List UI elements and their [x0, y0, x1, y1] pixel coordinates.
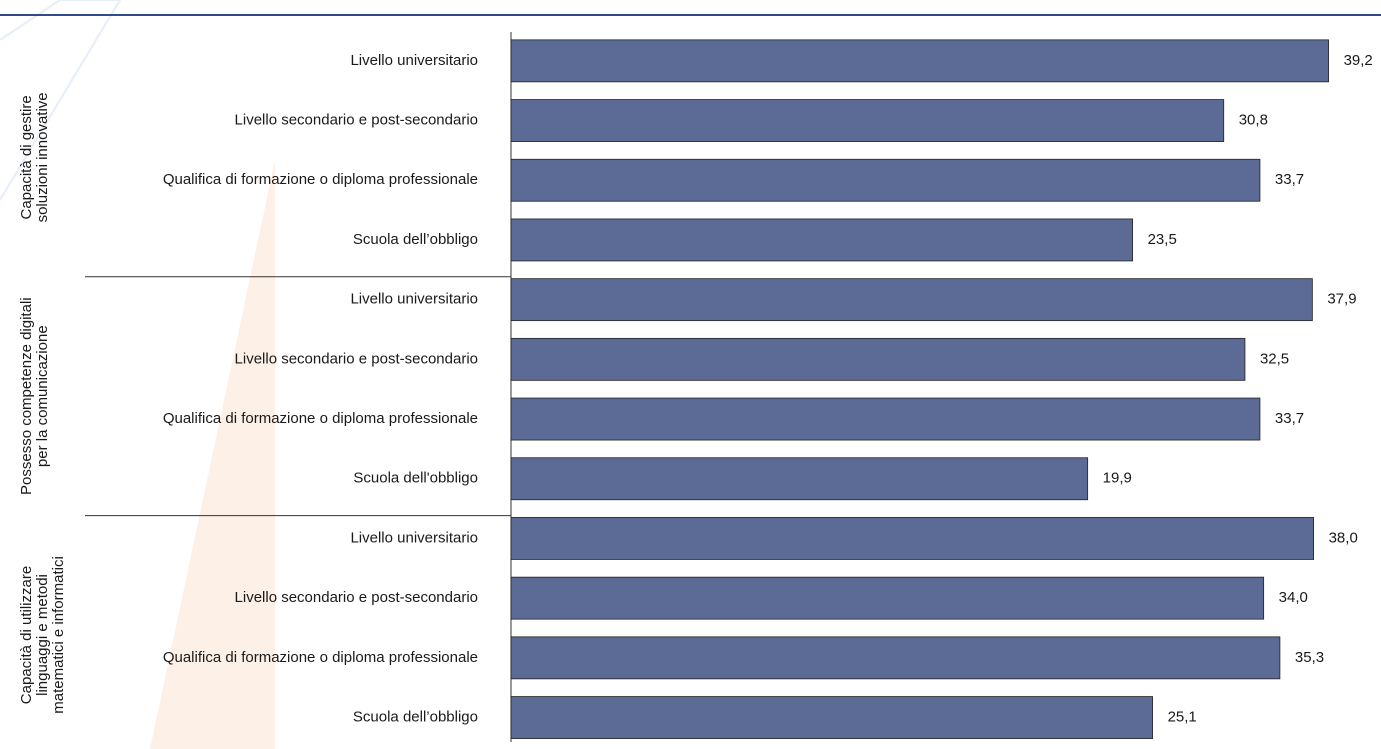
background-decoration [0, 0, 122, 201]
background-decoration [150, 160, 275, 749]
category-label: Scuola dell'obbligo [353, 470, 478, 487]
category-label: Livello universitario [350, 52, 478, 69]
category-label: Scuola dell’obbligo [353, 709, 478, 726]
bar [510, 457, 1089, 501]
category-label: Qualifica di formazione o diploma profes… [163, 649, 478, 666]
value-label: 23,5 [1148, 231, 1177, 248]
group-label: matematici e informatici [50, 556, 67, 714]
category-label: Livello secondario e post-secondario [235, 589, 478, 606]
value-label: 35,3 [1295, 649, 1324, 666]
value-label: 33,7 [1275, 410, 1304, 427]
category-label: Livello universitario [350, 291, 478, 308]
bar [510, 636, 1281, 680]
category-label: Livello secondario e post-secondario [235, 350, 478, 367]
bar [510, 696, 1153, 739]
bar [510, 397, 1261, 441]
category-label: Scuola dell’obbligo [353, 231, 478, 248]
bar [510, 517, 1314, 560]
group-label: soluzioni innovative [34, 92, 51, 222]
bar [510, 39, 1329, 83]
category-label: Qualifica di formazione o diploma profes… [163, 171, 478, 188]
bar [510, 158, 1261, 202]
value-label: 32,5 [1260, 350, 1289, 367]
group-label: Capacità di gestire [18, 95, 35, 219]
value-label: 19,9 [1103, 470, 1132, 487]
value-label: 34,0 [1279, 589, 1308, 606]
value-label: 33,7 [1275, 171, 1304, 188]
value-label: 30,8 [1239, 112, 1268, 129]
bar [510, 337, 1246, 381]
group-label: Capacità di utilizzare [18, 566, 35, 704]
category-label: Livello secondario e post-secondario [235, 112, 478, 129]
group-label: per la comunicazione [34, 325, 51, 467]
value-label: 37,9 [1327, 291, 1356, 308]
group-label: Possesso competenze digitali [18, 297, 35, 495]
bar [510, 576, 1265, 620]
value-label: 25,1 [1168, 709, 1197, 726]
value-label: 39,2 [1344, 52, 1373, 69]
bar [510, 99, 1225, 142]
category-label: Livello universitario [350, 529, 478, 546]
bar [510, 218, 1134, 262]
value-label: 38,0 [1329, 529, 1358, 546]
category-label: Qualifica di formazione o diploma profes… [163, 410, 478, 427]
group-label: linguaggi e metodi [34, 574, 51, 696]
bar [510, 278, 1313, 322]
